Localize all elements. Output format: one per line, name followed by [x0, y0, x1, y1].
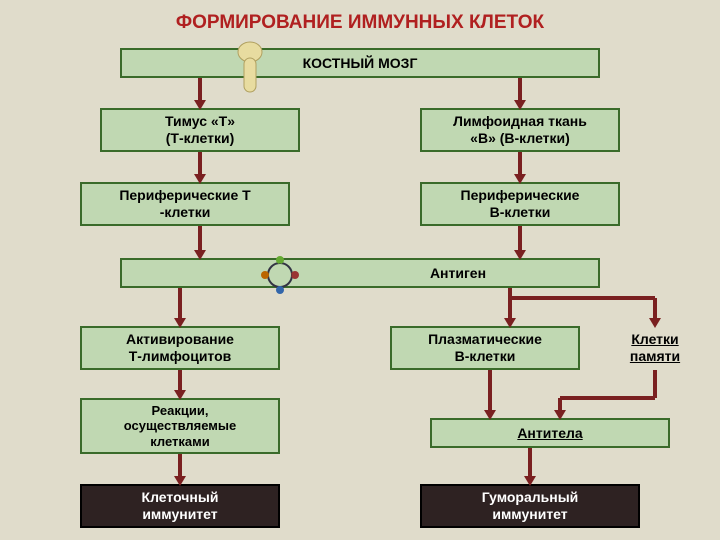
box-thymus: Тимус «Т» (Т-клетки)	[100, 108, 300, 152]
arrow-head	[194, 100, 206, 110]
arrow-stem	[558, 398, 562, 410]
arrow-stem	[178, 288, 182, 318]
arrow-head	[514, 250, 526, 260]
arrow-stem	[488, 370, 492, 410]
arrow-head	[514, 174, 526, 184]
arrow-head	[514, 100, 526, 110]
box-humor-imm: Гуморальный иммунитет	[420, 484, 640, 528]
arrow-stem	[510, 296, 655, 300]
arrow-head	[174, 476, 186, 486]
box-cell-imm: Клеточный иммунитет	[80, 484, 280, 528]
arrow-stem	[178, 370, 182, 390]
arrow-stem	[528, 448, 532, 476]
arrow-stem	[198, 152, 202, 174]
arrow-stem	[198, 78, 202, 100]
arrow-head	[194, 250, 206, 260]
box-periph-t: Периферические Т -клетки	[80, 182, 290, 226]
box-periph-b: Периферические В-клетки	[420, 182, 620, 226]
arrow-head	[554, 410, 566, 420]
arrow-stem	[560, 396, 655, 400]
arrow-stem	[508, 298, 512, 318]
box-bone-marrow: КОСТНЫЙ МОЗГ	[120, 48, 600, 78]
arrow-head	[649, 318, 661, 328]
arrow-stem	[518, 152, 522, 174]
arrow-stem	[518, 226, 522, 250]
bone-icon	[230, 40, 270, 100]
arrow-stem	[653, 298, 657, 318]
arrow-stem	[653, 370, 657, 398]
box-reactions: Реакции, осуществляемые клетками	[80, 398, 280, 454]
arrow-stem	[178, 454, 182, 476]
box-antigen: Антиген	[120, 258, 600, 288]
arrow-stem	[518, 78, 522, 100]
box-lymphoid: Лимфоидная ткань «В» (В-клетки)	[420, 108, 620, 152]
arrow-stem	[198, 226, 202, 250]
arrow-head	[484, 410, 496, 420]
box-plasma-b: Плазматические В-клетки	[390, 326, 580, 370]
box-activ-t: Активирование Т-лимфоцитов	[80, 326, 280, 370]
arrow-head	[524, 476, 536, 486]
diagram-title: ФОРМИРОВАНИЕ ИММУННЫХ КЛЕТОК	[0, 12, 720, 34]
arrow-head	[504, 318, 516, 328]
arrow-head	[194, 174, 206, 184]
arrow-head	[174, 318, 186, 328]
box-antibodies: Антитела	[430, 418, 670, 448]
arrow-head	[174, 390, 186, 400]
antigen-icon	[250, 250, 310, 300]
box-memory: Клетки памяти	[610, 326, 700, 370]
